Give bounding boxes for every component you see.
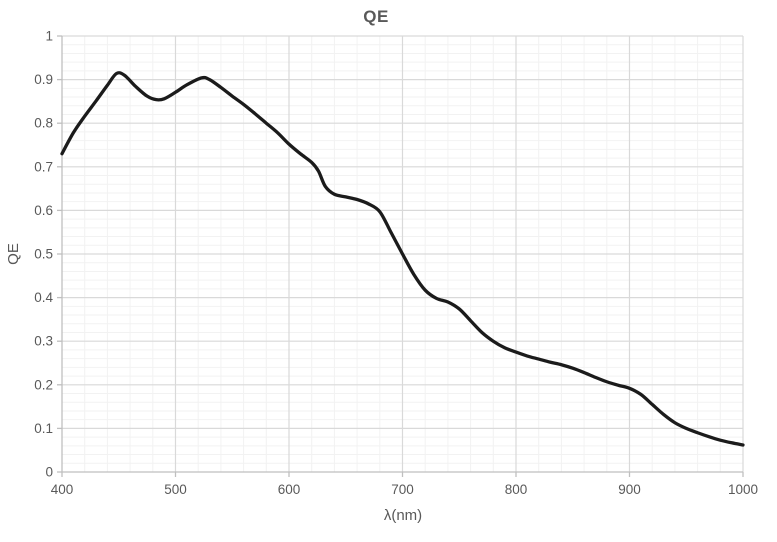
y-tick-label: 1 bbox=[45, 29, 53, 44]
y-axis-title: QE bbox=[5, 243, 22, 265]
y-tick-label: 0.4 bbox=[34, 290, 53, 305]
y-tick-label: 0.6 bbox=[34, 203, 53, 218]
y-tick-label: 0.8 bbox=[34, 116, 53, 131]
x-tick-label: 800 bbox=[505, 482, 528, 497]
y-tick-label: 0.5 bbox=[34, 247, 53, 262]
chart-title: QE bbox=[363, 7, 389, 26]
tick-marks bbox=[57, 35, 744, 477]
y-tick-label: 0 bbox=[45, 465, 53, 480]
x-tick-label: 700 bbox=[391, 482, 414, 497]
y-tick-labels: 1 0.9 0.8 0.7 0.6 0.5 0.4 0.3 0.2 0.1 0 bbox=[34, 29, 53, 480]
x-tick-label: 500 bbox=[164, 482, 187, 497]
y-tick-label: 0.7 bbox=[34, 159, 53, 174]
y-tick-label: 0.9 bbox=[34, 72, 53, 87]
x-tick-label: 1000 bbox=[728, 482, 758, 497]
qe-curve bbox=[60, 71, 745, 447]
y-tick-label: 0.3 bbox=[34, 334, 53, 349]
x-tick-label: 600 bbox=[278, 482, 301, 497]
y-tick-label: 0.2 bbox=[34, 377, 53, 392]
x-tick-labels: 400 500 600 700 800 900 1000 bbox=[51, 482, 758, 497]
x-tick-label: 400 bbox=[51, 482, 74, 497]
y-tick-label: 0.1 bbox=[34, 421, 53, 436]
x-tick-label: 900 bbox=[618, 482, 641, 497]
x-axis-title: λ(nm) bbox=[384, 507, 422, 524]
